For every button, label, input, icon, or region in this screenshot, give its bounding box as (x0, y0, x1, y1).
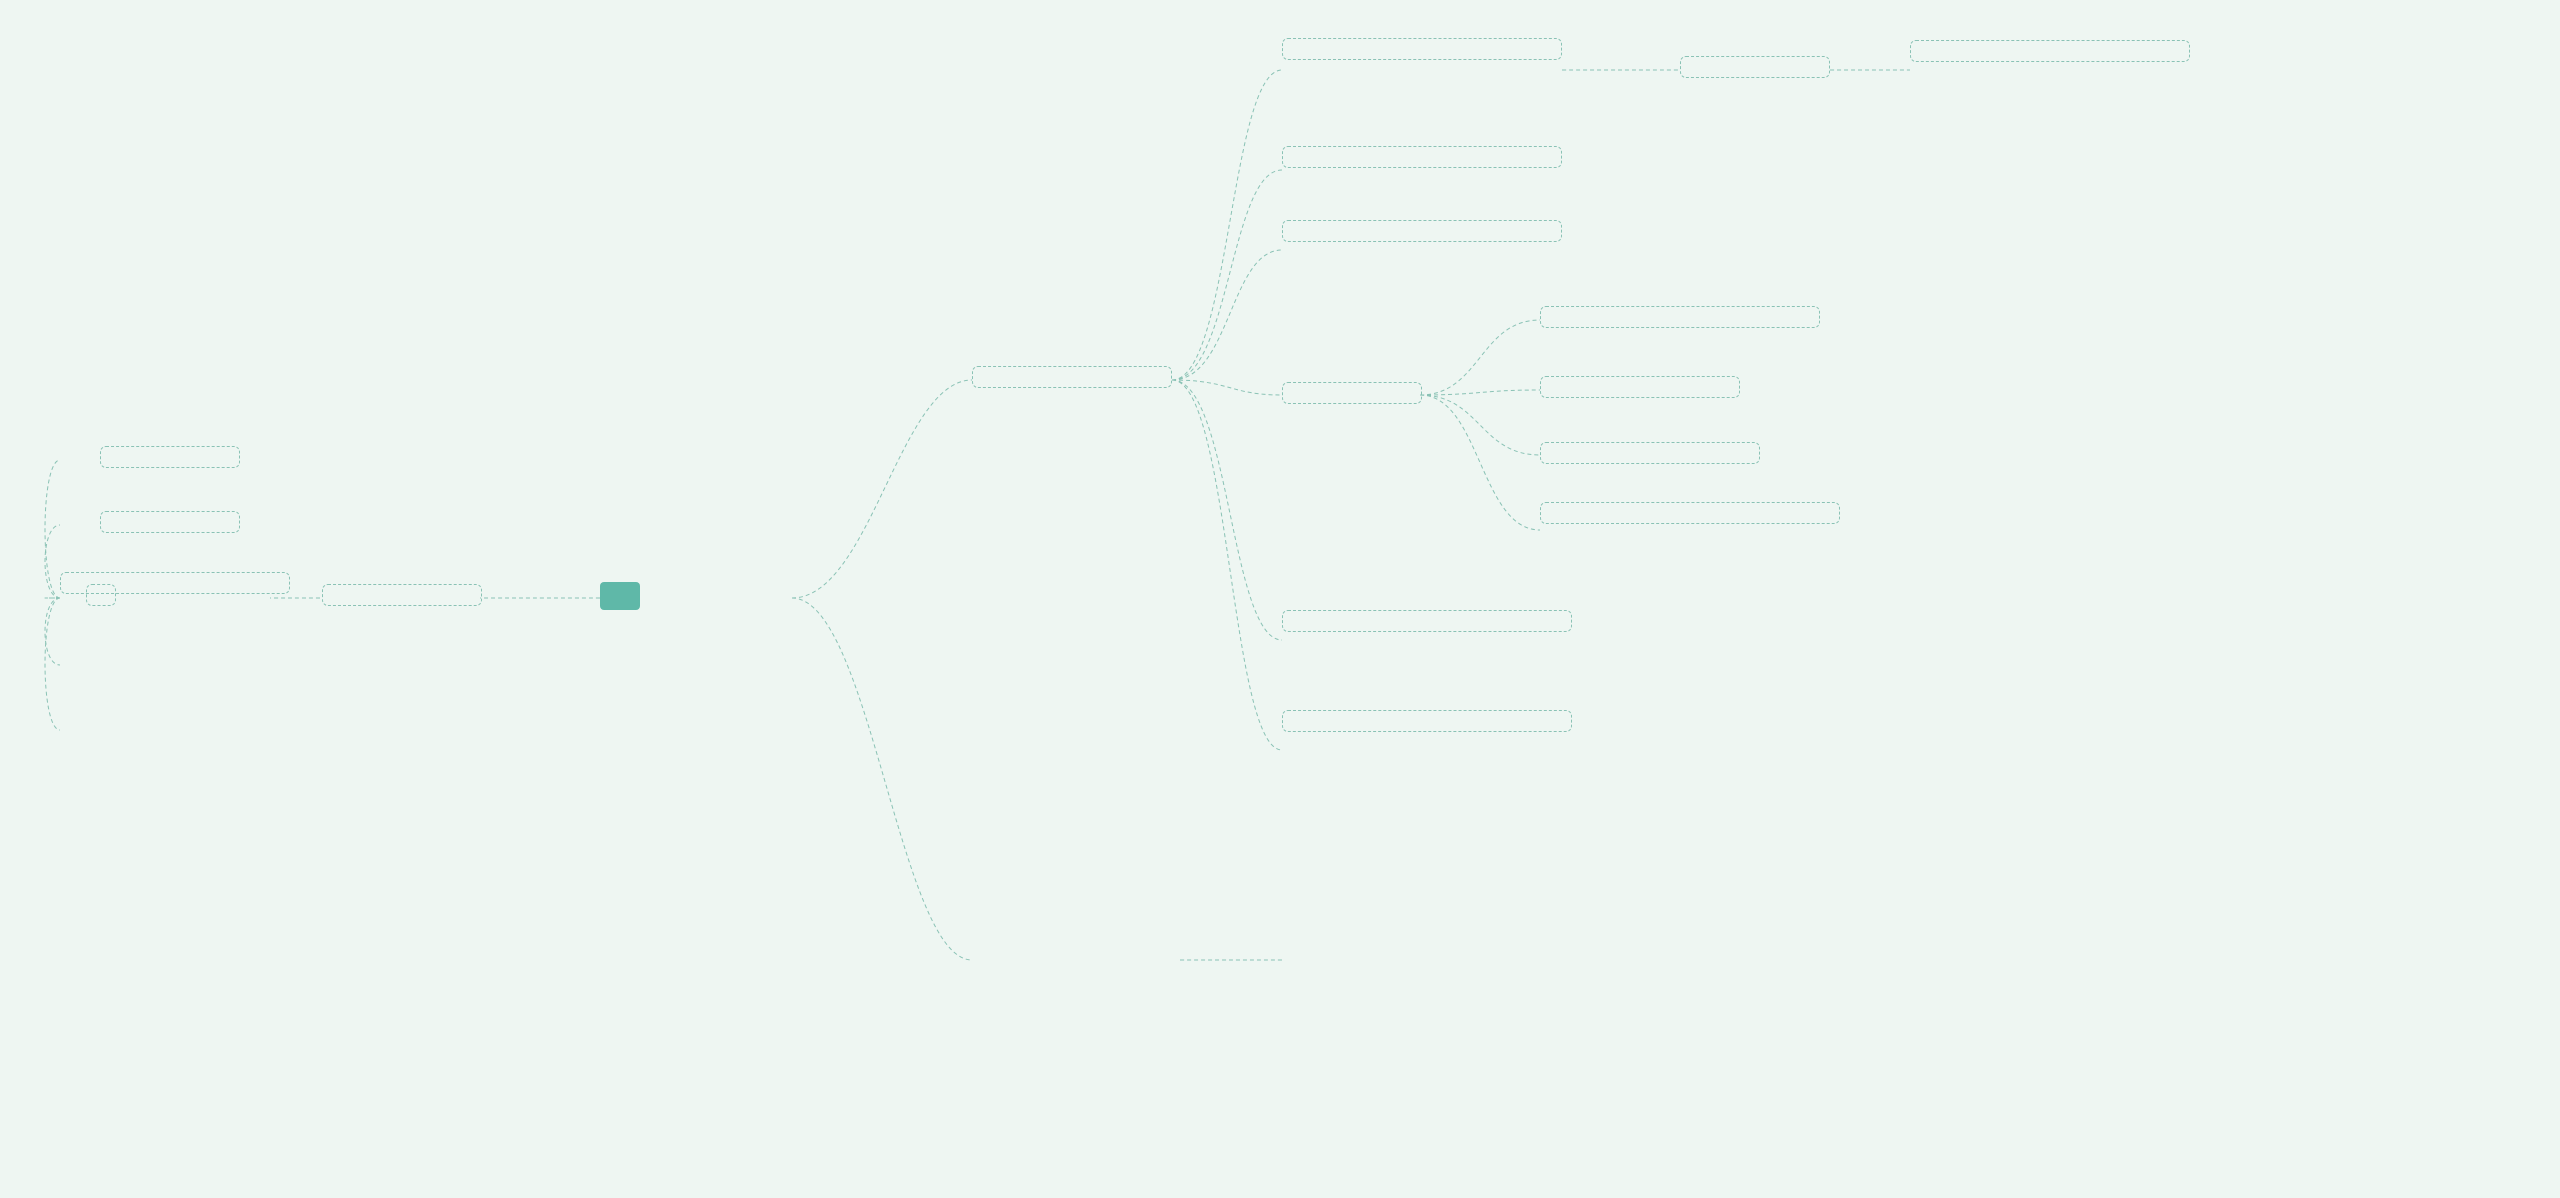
b1-c3 (1540, 442, 1760, 464)
b1-n3 (1282, 146, 1562, 168)
b1-n4 (1282, 220, 1562, 242)
b1-n1 (1282, 38, 1562, 60)
b1-n6 (1282, 610, 1572, 632)
branch-1 (972, 366, 1172, 388)
b2-e1 (100, 446, 240, 468)
b1-c1 (1540, 306, 1820, 328)
b1-n7 (1282, 710, 1572, 732)
b2-e2 (100, 511, 240, 533)
b1-c4 (1540, 502, 1840, 524)
branch-2 (322, 584, 482, 606)
b1-n5 (1282, 382, 1422, 404)
b1-n2 (1680, 56, 1830, 78)
b1-n2b (1910, 40, 2190, 62)
b2-e3 (86, 584, 116, 606)
b1-c2 (1540, 376, 1740, 398)
root-node (600, 582, 640, 610)
